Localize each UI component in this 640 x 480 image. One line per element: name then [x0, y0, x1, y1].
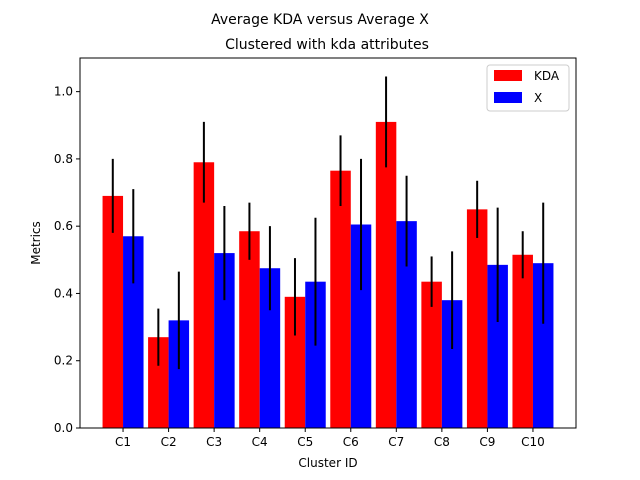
bar-kda-c4 — [239, 231, 260, 428]
bar-kda-c6 — [330, 170, 351, 428]
bar-x-c2 — [168, 320, 190, 428]
legend-label-x: X — [534, 91, 542, 105]
legend: KDA X — [486, 64, 570, 112]
bar-x-c9 — [487, 264, 508, 428]
x-tick-label-c8: C8 — [434, 435, 450, 449]
y-tick-label: 0.8 — [54, 152, 73, 166]
bar-kda-c5 — [284, 296, 306, 428]
y-axis: 0.0 0.2 0.4 0.6 0.8 1.0 — [54, 85, 80, 435]
x-tick-label-c4: C4 — [252, 435, 268, 449]
bar-kda-c2 — [148, 337, 169, 428]
y-tick-label: 0.6 — [54, 219, 73, 233]
y-tick-label: 1.0 — [54, 85, 73, 99]
x-axis-label: Cluster ID — [298, 456, 357, 470]
bar-x-c3 — [214, 253, 235, 428]
bar-kda-c10 — [512, 254, 533, 428]
y-tick-label: 0.4 — [54, 286, 73, 300]
error-bars-layer — [111, 76, 545, 370]
x-tick-label-c6: C6 — [343, 435, 359, 449]
bar-x-c1 — [123, 236, 144, 428]
bars-layer — [102, 121, 554, 428]
bar-kda-c3 — [193, 162, 215, 428]
x-tick-label-c1: C1 — [115, 435, 131, 449]
y-axis-label: Metrics — [29, 221, 43, 265]
x-tick-label-c2: C2 — [161, 435, 177, 449]
y-tick-label: 0.2 — [54, 354, 73, 368]
bar-x-c4 — [259, 268, 281, 428]
plot-frame — [79, 57, 577, 429]
bar-x-c8 — [441, 300, 463, 428]
legend-label-kda: KDA — [534, 69, 560, 83]
x-tick-label-c7: C7 — [388, 435, 404, 449]
bar-x-c6 — [350, 224, 372, 428]
bar-kda-c1 — [102, 195, 124, 428]
x-axis: C1 C2 C3 C4 C5 C6 C7 C8 C9 C10 — [115, 428, 545, 449]
bar-kda-c7 — [375, 121, 397, 428]
x-tick-label-c9: C9 — [479, 435, 495, 449]
x-tick-label-c3: C3 — [206, 435, 222, 449]
legend-swatch-kda — [494, 70, 522, 81]
chart-subtitle: Clustered with kda attributes — [225, 37, 429, 53]
bar-kda-c8 — [421, 281, 442, 428]
bar-x-c7 — [396, 221, 417, 428]
x-tick-label-c10: C10 — [521, 435, 545, 449]
chart-title: Average KDA versus Average X — [211, 12, 429, 28]
x-tick-label-c5: C5 — [297, 435, 313, 449]
bar-x-c5 — [305, 281, 326, 428]
bar-kda-c9 — [466, 209, 488, 428]
bar-x-c10 — [532, 263, 554, 428]
legend-swatch-x — [494, 92, 522, 103]
y-tick-label: 0.0 — [54, 421, 73, 435]
